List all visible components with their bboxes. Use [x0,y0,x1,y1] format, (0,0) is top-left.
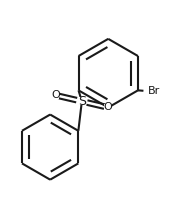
Text: O: O [51,90,60,100]
Text: Br: Br [148,86,160,96]
Bar [78,97,86,105]
Bar [52,91,59,99]
Bar [104,104,112,111]
Text: O: O [104,103,113,112]
Bar [146,87,158,95]
Text: S: S [78,95,86,108]
